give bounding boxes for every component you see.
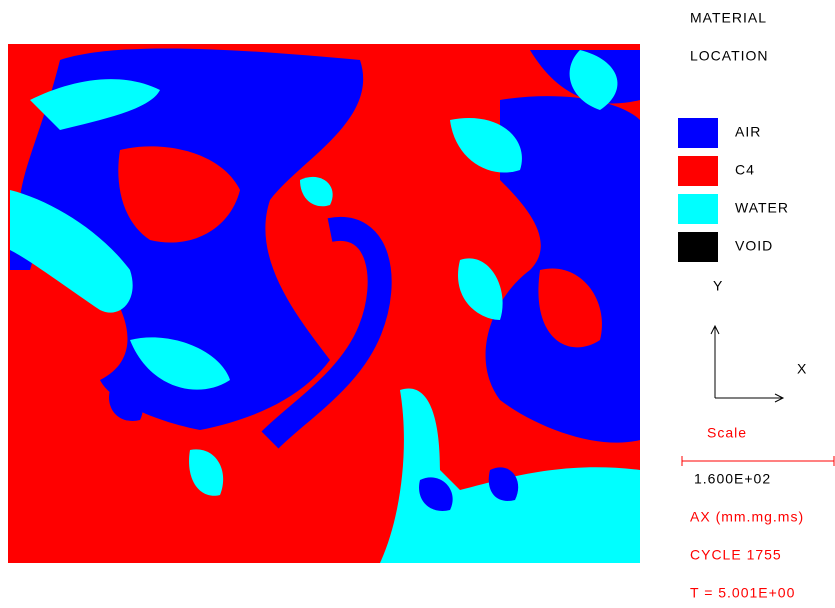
x-axis-label: X	[797, 361, 807, 377]
title: MATERIAL	[690, 10, 767, 26]
info-time: T = 5.001E+00	[690, 585, 795, 601]
legend-swatch	[678, 156, 718, 186]
legend-label: AIR	[735, 124, 761, 140]
legend-swatch	[678, 194, 718, 224]
info-cycle: CYCLE 1755	[690, 547, 782, 563]
scale-title: Scale	[707, 425, 747, 441]
legend-label: VOID	[735, 238, 773, 254]
legend-label: C4	[735, 162, 755, 178]
legend-swatch	[678, 118, 718, 148]
scale-value: 1.600E+02	[694, 471, 771, 487]
legend-swatch	[678, 232, 718, 262]
material-map	[8, 44, 640, 563]
scale-bar	[681, 456, 835, 466]
legend: AIR C4 WATER VOID	[678, 118, 789, 262]
subtitle: LOCATION	[690, 48, 769, 64]
info-units: AX (mm.mg.ms)	[690, 509, 804, 525]
axis-arrows	[710, 324, 785, 403]
y-axis-label: Y	[713, 278, 723, 294]
legend-label: WATER	[735, 200, 789, 216]
